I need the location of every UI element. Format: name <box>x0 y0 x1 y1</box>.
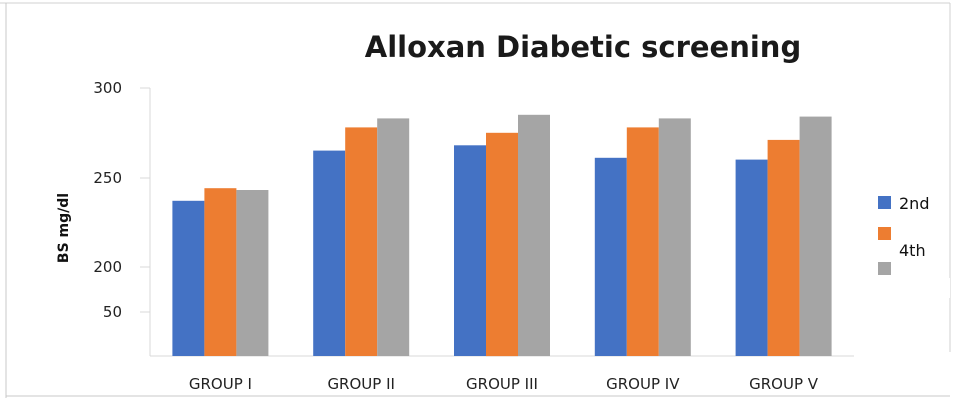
bar-group-v-series-3 <box>799 116 832 356</box>
category-labels: GROUP I GROUP II GROUP III GROUP IV GROUP V <box>189 375 819 393</box>
x-tick-label: GROUP IV <box>606 375 680 393</box>
legend-label-2nd: 2nd <box>899 194 929 213</box>
bar-group-ii-series-3 <box>377 118 410 357</box>
bar-group-ii-series-2 <box>345 127 378 357</box>
bar-group-iii-series-1 <box>454 145 486 356</box>
bar-group-iii-series-3 <box>518 114 550 356</box>
legend-swatch-2nd <box>878 196 891 209</box>
bar-group-iv-series-3 <box>658 118 691 357</box>
y-tick-label: 250 <box>93 169 122 187</box>
y-axis-label: BS mg/dl <box>56 193 72 263</box>
bar-group-iii-series-2 <box>486 132 518 357</box>
x-tick-label: GROUP II <box>327 375 395 393</box>
bar-group-ii-series-1 <box>313 150 346 356</box>
y-tick-label: 200 <box>93 258 122 276</box>
bar-group-v-series-2 <box>767 139 800 356</box>
x-tick-label: GROUP III <box>466 375 538 393</box>
bar-group-v-series-1 <box>735 159 768 356</box>
y-tick-label: 300 <box>93 79 122 97</box>
x-tick-label: GROUP I <box>189 375 252 393</box>
legend-swatch-third <box>878 262 891 275</box>
bar-group-i-series-3 <box>236 190 269 356</box>
chart-title: Alloxan Diabetic screening <box>365 30 801 64</box>
x-tick-label: GROUP V <box>749 375 819 393</box>
bar-group-iv-series-1 <box>594 157 627 356</box>
legend: 2nd 4th <box>874 194 950 298</box>
legend-label-4th: 4th <box>899 241 926 260</box>
bars-group <box>172 114 832 357</box>
y-tick-label: 50 <box>103 303 122 321</box>
y-ticks: 300 250 200 50 <box>93 79 150 321</box>
legend-clip-mask <box>874 278 950 298</box>
bar-group-iv-series-2 <box>626 127 659 357</box>
bar-group-i-series-2 <box>204 188 237 356</box>
legend-swatch-4th <box>878 227 891 240</box>
bar-group-i-series-1 <box>172 200 205 356</box>
